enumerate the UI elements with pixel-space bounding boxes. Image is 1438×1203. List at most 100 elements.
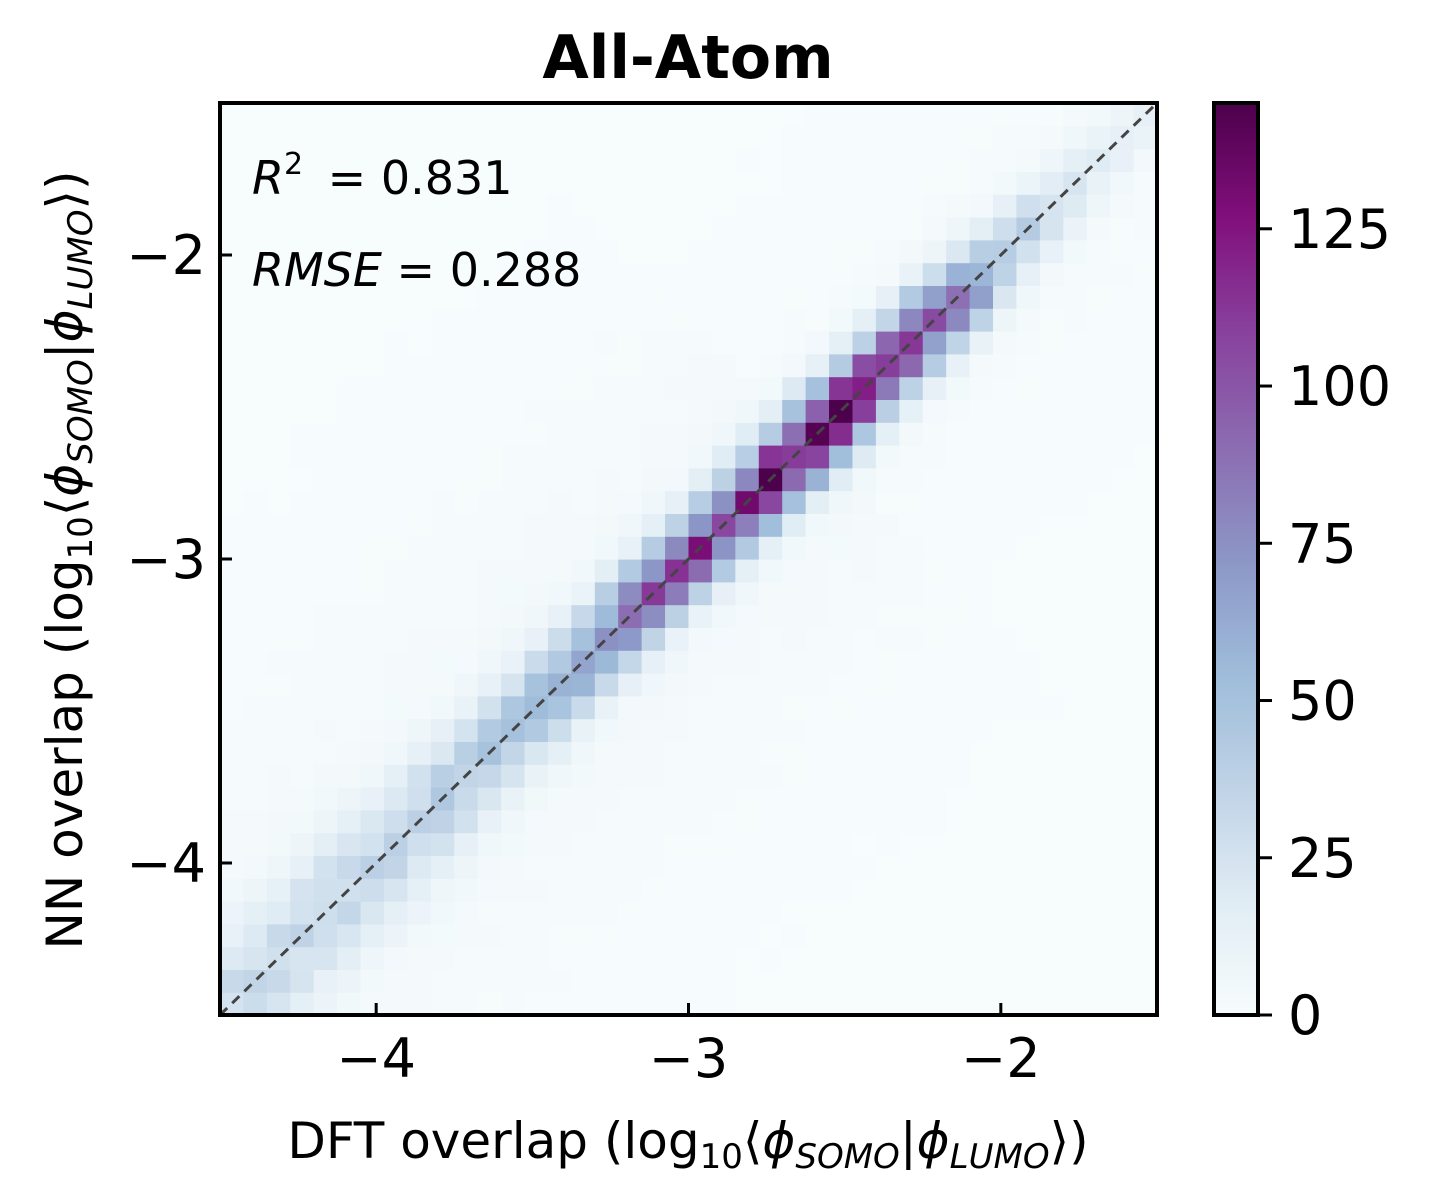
- heatmap-cell: [501, 536, 526, 560]
- heatmap-cell: [594, 650, 619, 674]
- heatmap-cell: [337, 331, 362, 355]
- heatmap-cell: [524, 490, 549, 514]
- heatmap-cell: [1110, 262, 1135, 286]
- heatmap-cell: [477, 581, 502, 606]
- heatmap-cell: [1016, 604, 1041, 628]
- heatmap-cell: [665, 217, 690, 241]
- heatmap-cell: [993, 878, 1018, 902]
- heatmap-cell: [547, 969, 572, 993]
- heatmap-cell: [290, 901, 315, 925]
- heatmap-cell: [477, 695, 502, 720]
- heatmap-cell: [618, 992, 643, 1016]
- heatmap-cell: [711, 764, 736, 788]
- heatmap-cell: [829, 764, 854, 788]
- heatmap-cell: [993, 650, 1018, 674]
- heatmap-cell: [618, 239, 643, 264]
- heatmap-cell: [688, 490, 713, 514]
- heatmap-cell: [501, 855, 526, 879]
- heatmap-cell: [782, 262, 807, 286]
- heatmap-cell: [337, 217, 362, 241]
- heatmap-cell: [266, 673, 291, 697]
- heatmap-cell: [852, 559, 877, 583]
- heatmap-cell: [360, 171, 385, 195]
- heatmap-cell: [454, 855, 479, 879]
- heatmap-cell: [969, 103, 994, 127]
- heatmap-cell: [899, 353, 924, 378]
- heatmap-cell: [360, 148, 385, 172]
- heatmap-cell: [547, 764, 572, 788]
- heatmap-cell: [993, 559, 1018, 583]
- heatmap-cell: [852, 627, 877, 651]
- heatmap-cell: [1133, 422, 1158, 446]
- heatmap-cell: [501, 148, 526, 172]
- heatmap-cell: [430, 422, 455, 446]
- heatmap-cell: [337, 741, 362, 765]
- heatmap-cell: [571, 171, 596, 195]
- heatmap-cell: [266, 239, 291, 264]
- heatmap-cell: [1086, 787, 1111, 811]
- heatmap-cell: [641, 787, 666, 811]
- heatmap-cell: [430, 490, 455, 514]
- heatmap-cell: [688, 285, 713, 309]
- heatmap-cell: [1086, 422, 1111, 446]
- x-label-sub-10: 10: [700, 1137, 743, 1177]
- heatmap-cell: [501, 194, 526, 218]
- heatmap-cell: [829, 513, 854, 537]
- heatmap-cell: [618, 969, 643, 993]
- heatmap-cell: [852, 673, 877, 697]
- heatmap-cell: [735, 559, 760, 583]
- heatmap-cell: [805, 467, 830, 492]
- heatmap-cell: [782, 673, 807, 697]
- heatmap-cell: [477, 878, 502, 902]
- heatmap-cell: [501, 125, 526, 150]
- heatmap-cell: [735, 308, 760, 332]
- heatmap-cell: [1110, 855, 1135, 879]
- x-tick-label: −4: [336, 1027, 416, 1090]
- heatmap-cell: [266, 171, 291, 195]
- heatmap-cell: [477, 125, 502, 150]
- heatmap-cell: [1039, 809, 1064, 834]
- heatmap-cell: [852, 103, 877, 127]
- heatmap-cell: [454, 627, 479, 651]
- heatmap-cell: [454, 467, 479, 492]
- heatmap-cell: [946, 467, 971, 492]
- heatmap-cell: [1110, 627, 1135, 651]
- colorbar-tick-label: 50: [1288, 670, 1357, 733]
- heatmap-cell: [782, 285, 807, 309]
- heatmap-cell: [594, 217, 619, 241]
- heatmap-cell: [477, 331, 502, 355]
- heatmap-cell: [852, 764, 877, 788]
- heatmap-cell: [290, 376, 315, 400]
- heatmap-cell: [875, 695, 900, 720]
- heatmap-cell: [501, 581, 526, 606]
- heatmap-cell: [594, 490, 619, 514]
- heatmap-cell: [383, 331, 408, 355]
- heatmap-cell: [782, 627, 807, 651]
- heatmap-cell: [501, 262, 526, 286]
- heatmap-cell: [1133, 809, 1158, 834]
- heatmap-cell: [688, 650, 713, 674]
- heatmap-cell: [782, 331, 807, 355]
- heatmap-cell: [1063, 992, 1088, 1016]
- heatmap-cell: [1039, 103, 1064, 127]
- heatmap-cell: [758, 695, 783, 720]
- heatmap-cell: [383, 787, 408, 811]
- heatmap-cell: [875, 855, 900, 879]
- heatmap-cell: [383, 992, 408, 1016]
- heatmap-cell: [782, 376, 807, 400]
- heatmap-cell: [665, 490, 690, 514]
- heatmap-cell: [243, 239, 268, 264]
- heatmap-cell: [711, 604, 736, 628]
- heatmap-cell: [477, 559, 502, 583]
- heatmap-cell: [899, 923, 924, 948]
- heatmap-cell: [946, 946, 971, 970]
- heatmap-cell: [243, 353, 268, 378]
- heatmap-cell: [220, 650, 245, 674]
- heatmap-cell: [1016, 718, 1041, 742]
- heatmap-cell: [524, 650, 549, 674]
- heatmap-cell: [969, 787, 994, 811]
- heatmap-cell: [594, 695, 619, 720]
- heatmap-cell: [454, 285, 479, 309]
- heatmap-cell: [1039, 718, 1064, 742]
